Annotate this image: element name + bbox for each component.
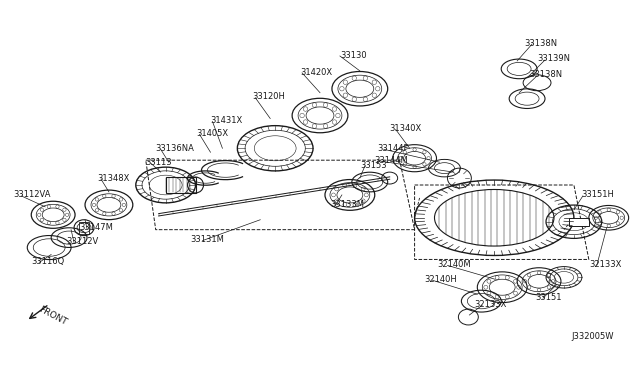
Text: 33112V: 33112V <box>66 237 99 246</box>
Bar <box>79 222 89 234</box>
Text: 31431X: 31431X <box>211 116 243 125</box>
Text: 31348X: 31348X <box>97 174 129 183</box>
Text: 33144M: 33144M <box>375 156 408 165</box>
Text: 33139N: 33139N <box>537 54 570 64</box>
Text: 33153: 33153 <box>360 161 387 170</box>
Bar <box>569 218 589 226</box>
Text: 33130: 33130 <box>340 51 367 61</box>
Text: 33144F: 33144F <box>378 144 409 153</box>
Text: 33113: 33113 <box>146 158 172 167</box>
Text: 33131M: 33131M <box>191 235 225 244</box>
Text: 31420X: 31420X <box>300 68 332 77</box>
Text: 32133X: 32133X <box>589 260 621 269</box>
Text: 33138N: 33138N <box>524 39 557 48</box>
Text: 33120H: 33120H <box>252 92 285 101</box>
Text: 33112VA: 33112VA <box>13 190 51 199</box>
Text: 32133X: 32133X <box>474 299 507 309</box>
Text: 33116Q: 33116Q <box>31 257 65 266</box>
Text: 32140H: 32140H <box>424 275 458 284</box>
Text: 33133M: 33133M <box>330 201 364 209</box>
Bar <box>166 177 196 193</box>
Text: 33151H: 33151H <box>581 190 614 199</box>
Text: 31405X: 31405X <box>196 129 228 138</box>
Text: 33151: 33151 <box>535 293 561 302</box>
Text: FRONT: FRONT <box>37 305 68 327</box>
Text: 33138N: 33138N <box>529 70 562 79</box>
Text: 33136NA: 33136NA <box>156 144 195 153</box>
Text: 31340X: 31340X <box>390 124 422 133</box>
Text: 33147M: 33147M <box>79 223 113 232</box>
Text: J332005W: J332005W <box>571 332 613 341</box>
Text: 32140M: 32140M <box>438 260 471 269</box>
